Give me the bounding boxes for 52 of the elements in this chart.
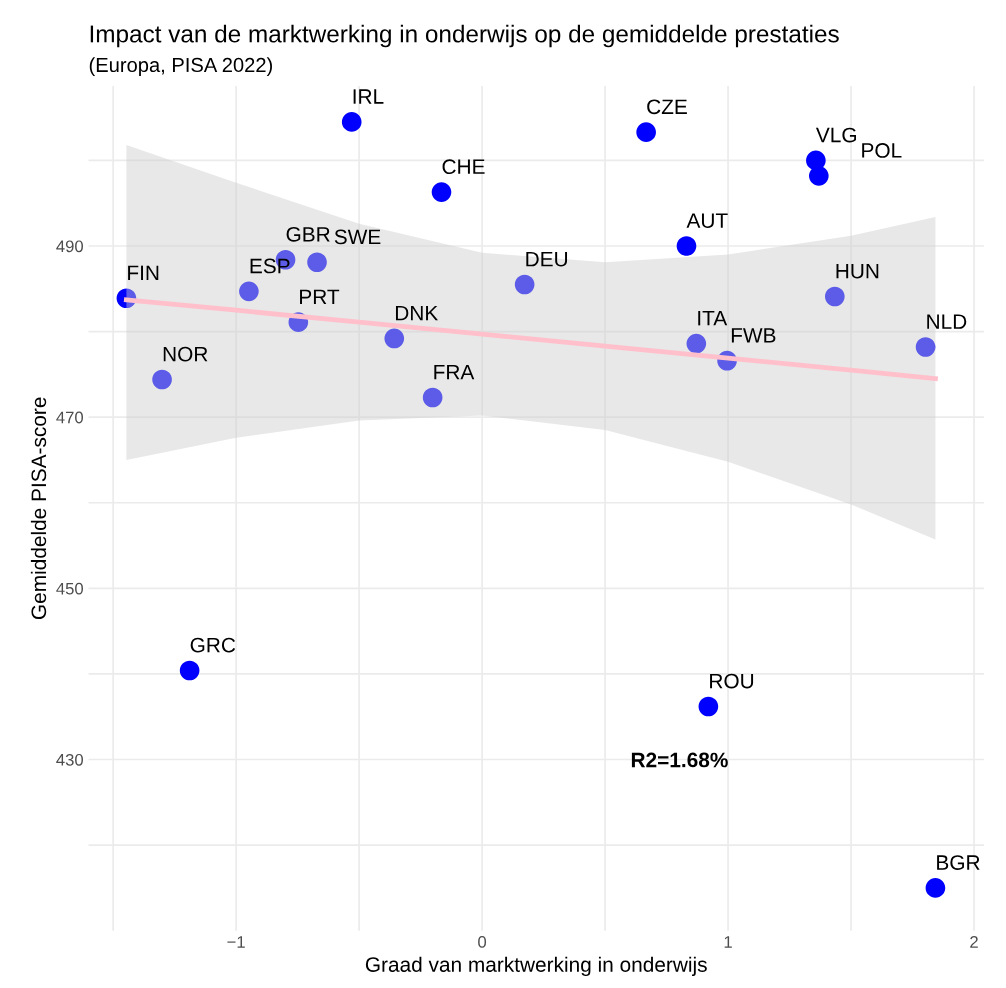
point: [824, 286, 845, 307]
annotation: AUT: [686, 213, 728, 228]
point: [179, 660, 200, 681]
x-tick-label: 1: [724, 936, 732, 948]
point: [422, 387, 443, 408]
point: [514, 274, 535, 295]
annotation: NLD: [927, 314, 967, 329]
point: [152, 369, 172, 390]
annotation: PRT: [300, 289, 340, 304]
point: [698, 696, 719, 717]
chart-title: Impact van de marktwerking in onderwijs op de gemiddelde prestaties: [90, 24, 839, 48]
annotation: FIN: [128, 265, 159, 280]
point: [307, 252, 327, 273]
point: [676, 236, 697, 256]
y-tick-label: 450: [56, 582, 84, 595]
annotation: HUN: [836, 263, 879, 279]
annotation: CHE: [442, 159, 485, 175]
annotation: ROU: [710, 673, 754, 689]
annotation: GBR: [286, 226, 330, 242]
point: [925, 878, 946, 898]
x-axis-title: Graad van marktwerking in onderwijs: [365, 956, 707, 977]
y-axis-title: Gemiddelde PISA-score: [30, 397, 47, 620]
y-tick-label: 470: [56, 411, 84, 424]
y-tick-label: 430: [56, 753, 84, 766]
annotation: FWB: [731, 328, 776, 343]
point: [431, 182, 452, 202]
annotation: DEU: [526, 251, 568, 267]
annotation: R2=1.68%: [631, 752, 728, 768]
y-tick-label: 490: [56, 240, 84, 253]
point: [686, 333, 707, 354]
annotation: SWE: [334, 229, 381, 245]
point: [239, 281, 259, 302]
annotation: FRA: [434, 364, 475, 380]
annotation: POL: [862, 143, 902, 158]
annotation: BGR: [937, 855, 980, 870]
point: [915, 337, 936, 357]
x-tick-label: 0: [478, 936, 487, 948]
annotation: NOR: [163, 346, 208, 362]
annotation: GRC: [190, 637, 236, 653]
annotation: IRL: [353, 89, 384, 104]
annotation: ITA: [698, 311, 728, 326]
annotation: CZE: [647, 99, 687, 115]
x-tick-label: −1: [227, 936, 245, 948]
annotation: ESP: [250, 258, 290, 274]
point: [636, 122, 656, 142]
annotation: DNK: [395, 305, 439, 321]
point: [341, 112, 362, 132]
point: [809, 166, 829, 186]
point: [384, 328, 405, 349]
x-tick-label: 2: [970, 936, 978, 948]
annotation: VLG: [815, 127, 856, 143]
chart-subtitle: (Europa, PISA 2022): [89, 57, 272, 77]
